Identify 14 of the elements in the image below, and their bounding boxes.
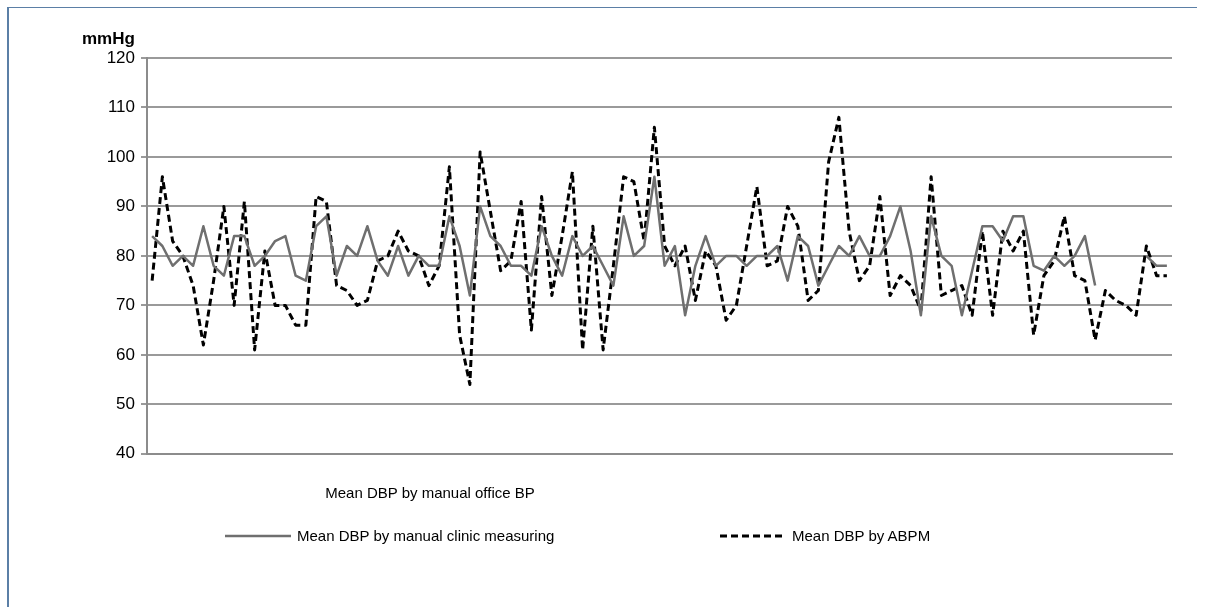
y-tick-label: 110 xyxy=(107,97,135,117)
y-tick-label: 120 xyxy=(106,47,135,67)
y-axis-title: mmHg xyxy=(82,29,135,48)
line-series xyxy=(150,115,1169,387)
y-tick-label: 40 xyxy=(116,443,135,463)
legend-label: Mean DBP by ABPM xyxy=(792,527,931,544)
legend-label: Mean DBP by manual clinic measuring xyxy=(297,527,555,544)
y-tick-label: 100 xyxy=(106,146,135,166)
y-tick-label: 90 xyxy=(116,196,135,216)
x-axis-title: Mean DBP by manual office BP xyxy=(324,484,536,501)
y-tick-label: 50 xyxy=(116,394,135,414)
y-tick-label: 80 xyxy=(116,245,135,265)
y-tick-label: 70 xyxy=(116,295,135,315)
y-tick-label: 60 xyxy=(116,344,135,364)
